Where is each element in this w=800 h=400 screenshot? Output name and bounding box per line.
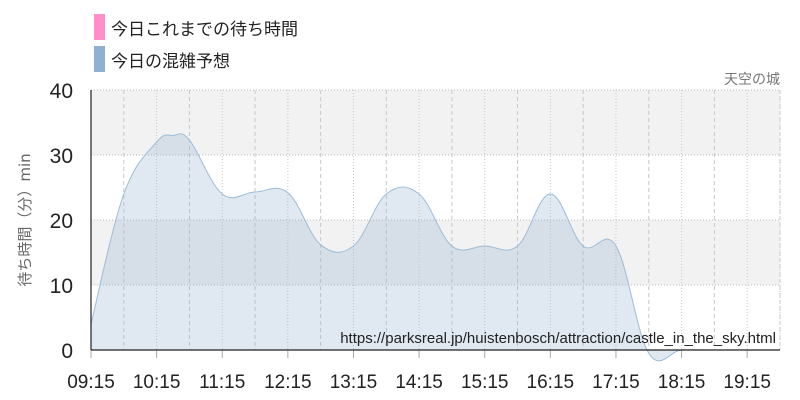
x-tick-label: 19:15 bbox=[723, 372, 771, 393]
x-tick-label: 17:15 bbox=[592, 372, 640, 393]
x-tick-label: 09:15 bbox=[67, 372, 115, 393]
y-tick-label: 20 bbox=[50, 210, 73, 233]
chart-title: 天空の城 bbox=[724, 72, 780, 88]
x-tick-label: 15:15 bbox=[461, 372, 509, 393]
y-tick-label: 30 bbox=[50, 145, 73, 168]
x-tick-label: 18:15 bbox=[658, 372, 706, 393]
x-tick-label: 12:15 bbox=[264, 372, 312, 393]
legend-swatch-blue bbox=[94, 46, 105, 72]
legend-label: 今日の混雑予想 bbox=[111, 51, 230, 72]
x-tick-label: 13:15 bbox=[330, 372, 378, 393]
legend-label: 今日これまでの待ち時間 bbox=[111, 19, 298, 40]
watermark: https://parksreal.jp/huistenbosch/attrac… bbox=[340, 330, 776, 347]
forecast-area bbox=[91, 133, 780, 361]
forecast-line bbox=[90, 133, 780, 362]
x-tick-label: 14:15 bbox=[395, 372, 443, 393]
grid-band bbox=[91, 220, 780, 285]
y-tick-label: 10 bbox=[50, 275, 73, 298]
y-axis-label: 待ち時間（分）min bbox=[16, 153, 34, 286]
x-tick-label: 16:15 bbox=[527, 372, 575, 393]
y-tick-label: 0 bbox=[61, 340, 73, 363]
legend-swatch-pink bbox=[94, 14, 105, 40]
y-tick-label: 40 bbox=[50, 80, 73, 103]
legend-item-forecast: 今日の混雑予想 bbox=[94, 46, 230, 72]
legend-item-actual: 今日これまでの待ち時間 bbox=[94, 14, 298, 40]
grid-band bbox=[91, 90, 780, 155]
x-tick-label: 10:15 bbox=[133, 372, 181, 393]
x-tick-label: 11:15 bbox=[199, 372, 245, 393]
